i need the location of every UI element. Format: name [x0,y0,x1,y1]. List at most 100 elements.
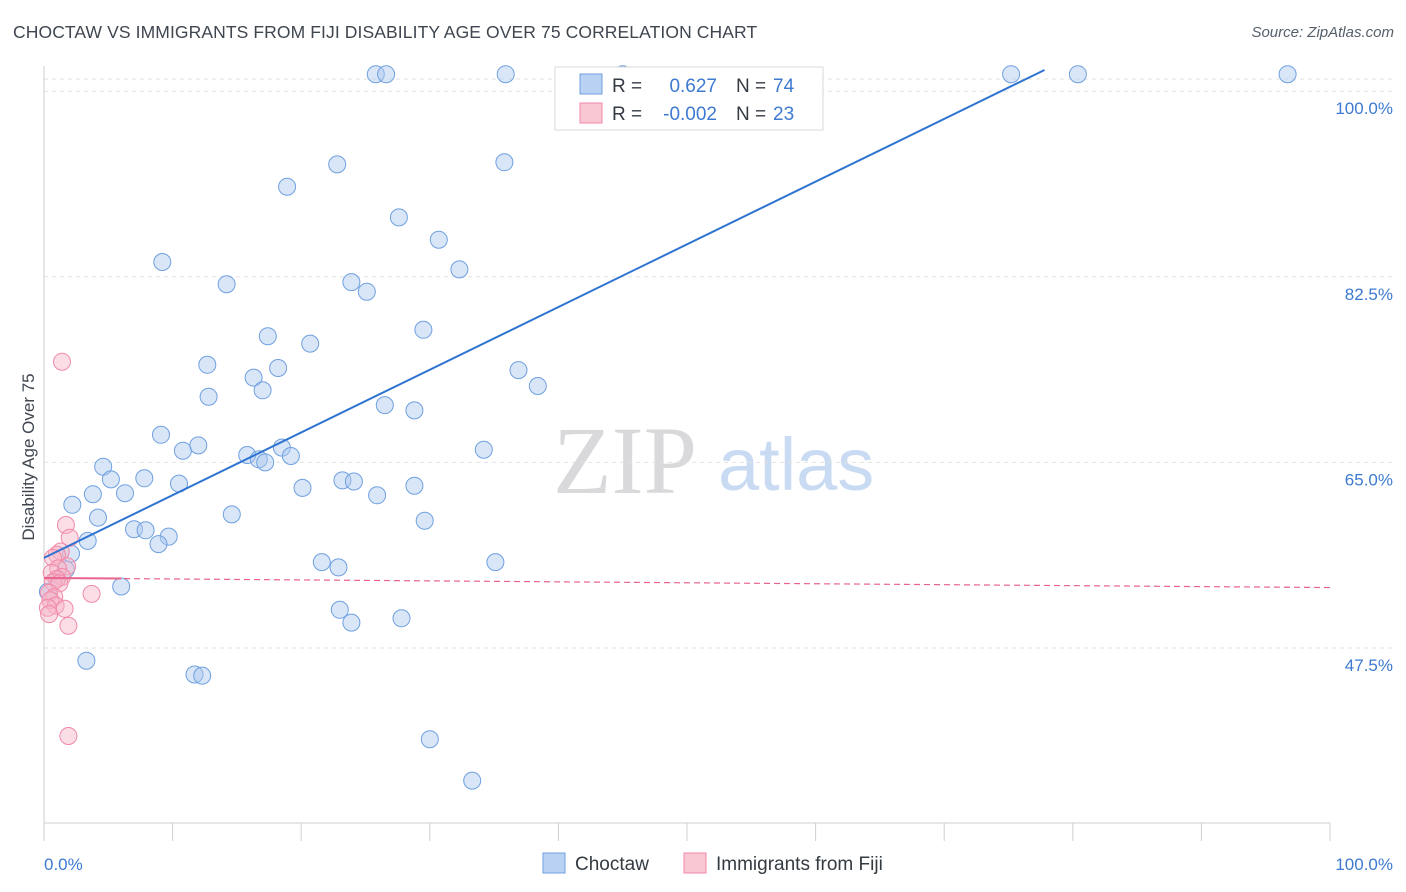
choctaw-point [495,153,514,172]
choctaw-point [405,401,424,420]
choctaw-point [486,553,505,572]
choctaw-point [159,527,178,546]
choctaw-point [357,282,376,301]
watermark-zip: ZIP [553,407,697,514]
y-tick-label: 100.0% [1335,99,1393,118]
fiji-point [55,599,74,618]
legend-r-label-1: R = [612,104,642,125]
y-axis-label: Disability Age Over 75 [19,373,38,540]
y-tick-label: 47.5% [1345,656,1393,675]
legend-n-value-1: 23 [773,104,794,125]
choctaw-point [89,508,107,527]
watermark-atlas: atlas [718,423,874,506]
choctaw-point [77,651,96,670]
choctaw-point [377,65,396,84]
choctaw-point [135,469,154,488]
choctaw-point [136,521,155,540]
choctaw-point [1068,65,1087,84]
choctaw-point [256,453,275,472]
choctaw-point [405,476,424,495]
bottom-legend-label-choctaw: Choctaw [575,854,649,875]
choctaw-point [116,484,134,503]
choctaw-point [420,730,439,749]
choctaw-point [244,368,263,387]
choctaw-point [368,486,387,505]
choctaw-point [152,425,170,444]
choctaw-point [101,470,120,489]
choctaw-point [199,387,218,406]
choctaw-point [217,275,236,294]
choctaw-trend-line [43,69,1045,559]
choctaw-point [1278,65,1297,84]
choctaw-point [125,520,143,539]
legend-r-value-0: 0.627 [669,76,717,97]
choctaw-point [278,177,297,196]
choctaw-point [312,553,331,572]
choctaw-point [474,440,493,459]
legend-swatch-fiji [579,102,603,124]
choctaw-point [329,558,348,577]
choctaw-point [112,577,131,596]
trend-lines [43,69,1331,589]
fiji-point [59,616,78,635]
choctaw-point [193,666,212,685]
choctaw-point [342,273,361,292]
choctaw-point [463,771,482,790]
fiji-point [41,591,60,610]
source-label: Source: ZipAtlas.com [1251,24,1394,41]
choctaw-point [189,436,208,455]
choctaw-point [328,155,347,174]
legend-n-value-0: 74 [773,76,795,97]
axes: 47.5% 65.0% 82.5% 100.0% 0.0% 100.0% [43,66,1393,874]
choctaw-point [293,478,312,497]
choctaw-point [1002,65,1021,84]
choctaw-point [414,320,433,339]
choctaw-point [222,505,241,524]
choctaw-point [153,253,172,271]
choctaw-point [342,613,361,632]
choctaw-point [185,665,204,684]
choctaw-point [253,381,272,400]
choctaw-point [301,334,320,353]
fiji-point [59,727,78,745]
choctaw-point [258,327,277,346]
choctaw-point [149,535,168,554]
choctaw-point [330,600,349,619]
gridlines [44,78,1394,649]
legend-swatch-choctaw [579,73,603,95]
choctaw-point [63,495,82,514]
choctaw-point [366,65,385,84]
y-tick-label: 82.5% [1345,285,1393,304]
choctaw-point [333,471,352,490]
choctaw-point [528,377,547,395]
choctaw-point [450,260,469,279]
choctaw-point [198,355,217,374]
chart-title: CHOCTAW VS IMMIGRANTS FROM FIJI DISABILI… [13,22,758,42]
bottom-legend: Choctaw Immigrants from Fiji [542,852,883,875]
x-tick-label-min: 0.0% [44,855,83,874]
choctaw-point [173,441,192,460]
bottom-legend-swatch-fiji [683,852,707,874]
choctaw-point [78,531,97,550]
bottom-legend-label-fiji: Immigrants from Fiji [716,854,883,875]
choctaw-point [389,208,408,227]
choctaw-point [496,65,515,84]
legend-r-label-0: R = [612,76,642,97]
legend-box: R = 0.627 N = 74 R = -0.002 N = 23 [554,66,824,131]
fiji-point [53,352,71,371]
choctaw-point [281,447,300,465]
bottom-legend-swatch-choctaw [542,852,566,874]
choctaw-point [392,609,411,628]
fiji-point [40,605,59,624]
y-tick-label: 65.0% [1345,470,1393,489]
legend-r-value-1: -0.002 [663,104,717,125]
choctaw-point [269,359,288,377]
choctaw-point [344,472,363,491]
choctaw-point [415,511,434,530]
legend-n-label-0: N = [736,76,766,97]
choctaw-point [83,485,102,504]
fiji-trend-line [43,577,1331,589]
fiji-trend-line-solid [43,577,122,580]
choctaw-point [509,361,528,380]
